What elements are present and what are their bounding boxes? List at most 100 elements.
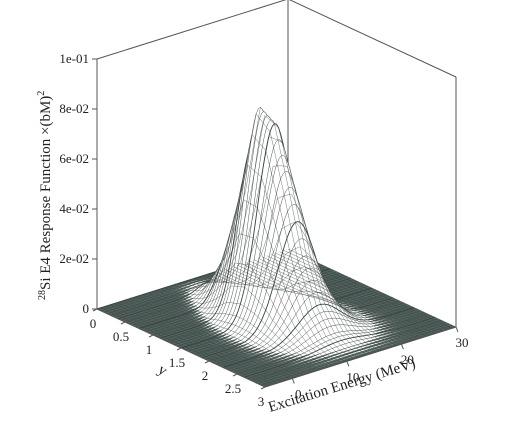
surface-meshline [287, 248, 457, 328]
surface-meshline [101, 307, 270, 386]
surface-contour [194, 186, 387, 355]
box-edge [264, 326, 457, 388]
surface-meshline [203, 165, 372, 354]
y-tick-label: 0 [90, 316, 97, 331]
surface-meshline [181, 134, 350, 361]
z-tick-label: 8e-02 [59, 101, 89, 116]
surface-meshline [177, 164, 346, 362]
surface-meshline [211, 221, 380, 352]
z-axis-title-main: Si E4 Response Function ×(bM) [38, 96, 54, 290]
surface-meshline [224, 268, 393, 348]
surface-contour [215, 279, 408, 365]
surface-meshline [109, 304, 278, 384]
surface-contour [173, 115, 366, 345]
floor-gridline [259, 324, 451, 385]
surface-meshline [270, 254, 440, 333]
surface-contour [198, 204, 390, 357]
surface-meshline [113, 303, 283, 382]
surface-meshline [245, 262, 414, 341]
surface-contour [250, 320, 443, 381]
surface-meshline [135, 296, 304, 376]
surface-meshline [164, 262, 333, 366]
surface-contour [226, 308, 418, 370]
y-tick-mark [92, 308, 98, 312]
surface-meshline [279, 251, 448, 330]
surface-contour [191, 171, 383, 354]
surface-meshline [152, 291, 321, 370]
surface-contour [254, 321, 446, 383]
y-tick-mark [204, 360, 210, 364]
surface-meshline [190, 106, 359, 358]
surface-contour [261, 325, 453, 386]
y-tick-mark [148, 334, 154, 338]
surface-contour [201, 221, 394, 359]
surface-contour [205, 238, 397, 360]
z-tick-label: 2e-02 [59, 251, 89, 266]
z-axis-title-exp: 2 [36, 91, 47, 96]
box-edge [96, 0, 287, 60]
surface-meshline [215, 246, 384, 350]
surface-meshline [258, 258, 427, 337]
x-axis-ticks: 0 10 20 30 [291, 326, 469, 401]
surface-strip [251, 320, 442, 381]
x-tick-mark [455, 326, 459, 333]
surface-meshline [156, 290, 325, 369]
surface-meshline [262, 256, 431, 336]
z-tick-label: 6e-02 [59, 151, 89, 166]
surface-meshline [105, 306, 274, 385]
y-tick-label: 3 [258, 394, 265, 409]
y-tick-mark [176, 347, 182, 351]
z-tick-label: 1e-01 [59, 51, 89, 66]
x-tick-mark [346, 361, 350, 367]
surface-contour [208, 255, 401, 362]
surface-meshline [220, 266, 389, 349]
x-tick-label: 20 [401, 352, 414, 367]
surface-meshline [253, 259, 423, 338]
surface-meshline [130, 298, 300, 377]
y-tick-label: 1 [146, 342, 153, 357]
surface-contour [187, 155, 380, 352]
surface-meshline [147, 292, 316, 372]
z-tick-label: 4e-02 [59, 201, 89, 216]
surface-meshline [173, 199, 342, 364]
x-tick-mark [400, 343, 404, 350]
surface-meshline [186, 113, 355, 360]
surface-meshline [275, 252, 444, 332]
surface-meshline [126, 299, 295, 378]
surface-contour [229, 310, 422, 371]
surface-meshline [228, 267, 397, 346]
surface-contour [184, 139, 376, 350]
y-tick-mark [260, 386, 266, 390]
surface-meshline [194, 115, 363, 357]
z-axis-title-sup: 28 [37, 290, 48, 300]
surface-meshline [143, 294, 312, 373]
surface-meshline [198, 136, 367, 356]
surface-meshline [249, 260, 418, 340]
x-tick-label: 10 [346, 369, 359, 384]
y-axis-title: y [155, 362, 170, 380]
surface-contour [177, 119, 369, 347]
surface-meshline [207, 193, 376, 353]
y-axis-ticks: 0 0.5 1 1.5 2 2.5 3 [90, 308, 266, 409]
box-edge [288, 0, 457, 78]
floor-gridline [262, 325, 454, 386]
surface-strip [247, 318, 439, 379]
surface-contour [219, 291, 411, 367]
surface-meshline [118, 302, 287, 381]
z-axis-ticks: 0 2e-02 4e-02 6e-02 8e-02 1e-01 [59, 51, 97, 316]
surface-contour [243, 316, 436, 378]
surface-contour [257, 323, 450, 384]
surface-meshline [139, 295, 308, 374]
surface-meshline [283, 250, 452, 329]
surface-contour [247, 318, 439, 380]
x-tick-label: 30 [456, 335, 469, 350]
y-tick-label: 0.5 [113, 329, 129, 344]
y-tick-label: 2.5 [225, 381, 241, 396]
surface-contour [180, 123, 373, 349]
surface-contour [222, 303, 415, 368]
surface-meshline [266, 255, 435, 334]
surface-meshline [232, 266, 401, 345]
surface-contour [236, 313, 429, 375]
y-tick-label: 2 [202, 368, 209, 383]
